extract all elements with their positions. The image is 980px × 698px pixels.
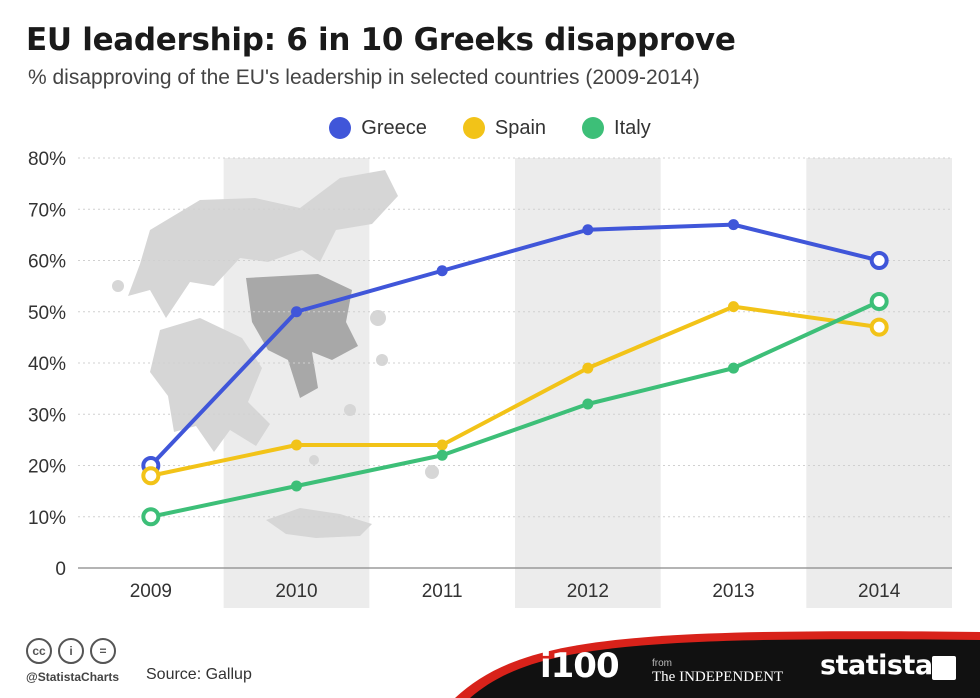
- y-tick-label: 60%: [28, 252, 66, 273]
- y-tick-label: 50%: [28, 303, 66, 324]
- line-chart: 0 10% 20% 30% 40% 50% 60% 70% 80% 2009 2010 2011 201…: [28, 149, 952, 608]
- legend-label-greece: Greece: [361, 116, 427, 139]
- point-greece-2014: [869, 251, 889, 270]
- series-line-spain: [150, 304, 880, 478]
- legend-swatch-greece: [329, 117, 352, 139]
- point-greece-2013: [728, 219, 739, 231]
- point-italy-2013: [728, 362, 739, 374]
- legend-swatch-spain: [462, 117, 485, 139]
- chart-title: EU leadership: 6 in 10 Greeks disapprove: [26, 22, 736, 58]
- x-tick-label-2014: 2014: [858, 581, 901, 602]
- y-tick-label: 10%: [28, 508, 66, 529]
- point-greece-2012: [582, 224, 594, 236]
- y-tick-label: 70%: [28, 200, 66, 221]
- column-band-2014: [806, 158, 952, 608]
- legend-item-greece: Greece: [329, 114, 427, 142]
- point-italy-2010: [291, 480, 302, 492]
- y-tick-label: 80%: [28, 149, 66, 170]
- series-line-greece: [149, 222, 880, 467]
- chart-subtitle: % disapproving of the EU's leadership in…: [28, 66, 700, 89]
- y-tick-label: 40%: [28, 354, 66, 375]
- statista-handle[interactable]: @StatistaCharts: [26, 670, 120, 684]
- point-italy-2011: [436, 449, 448, 461]
- x-tick-label-2009: 2009: [130, 581, 172, 602]
- cc-icon: cc: [26, 638, 52, 664]
- statista-logo[interactable]: statista: [820, 650, 933, 681]
- point-italy-2009: [141, 507, 161, 527]
- point-spain-2011: [436, 439, 448, 451]
- legend-label-italy: Italy: [614, 116, 651, 139]
- point-spain-2009: [141, 466, 161, 486]
- y-tick-label: 0: [55, 559, 66, 580]
- point-spain-2013: [728, 301, 739, 313]
- legend-item-spain: Spain: [462, 114, 547, 142]
- legend-item-italy: Italy: [582, 114, 651, 142]
- legend-swatch-italy: [582, 117, 605, 139]
- footer: cc i = @StatistaCharts Source: Gallup i1…: [0, 628, 980, 698]
- series-line-italy: [150, 299, 880, 519]
- point-spain-2014: [869, 317, 889, 337]
- x-tick-label-2011: 2011: [422, 581, 463, 602]
- y-tick-label: 30%: [28, 405, 66, 426]
- point-italy-2014: [869, 292, 889, 311]
- no-derivatives-icon: =: [90, 638, 116, 664]
- point-spain-2010: [291, 439, 302, 451]
- y-tick-label: 20%: [28, 457, 66, 478]
- attribution-icon: i: [58, 638, 84, 664]
- chart-legend: Greece Spain Italy: [0, 114, 980, 142]
- legend-label-spain: Spain: [494, 116, 547, 139]
- footer-black-band: [470, 639, 980, 698]
- statista-mark-icon: [932, 656, 956, 680]
- point-greece-2011: [436, 265, 448, 277]
- i100-logo[interactable]: i100: [540, 646, 620, 686]
- x-tick-label-2012: 2012: [567, 581, 609, 602]
- x-tick-label-2010: 2010: [275, 581, 317, 602]
- point-italy-2012: [582, 398, 594, 410]
- logo-from-label: from: [652, 658, 672, 669]
- point-greece-2010: [291, 306, 302, 318]
- footer-band: [455, 631, 980, 698]
- license-icons: cc i =: [26, 638, 116, 664]
- greece-map-silhouette: [112, 170, 439, 538]
- source-note: Source: Gallup: [146, 666, 252, 683]
- x-tick-label-2013: 2013: [712, 581, 754, 602]
- independent-logo[interactable]: The INDEPENDENT: [652, 669, 784, 685]
- point-spain-2012: [582, 362, 594, 374]
